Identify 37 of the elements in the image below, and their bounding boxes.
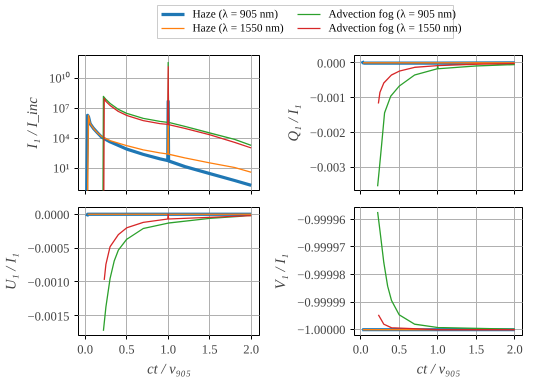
y-tick-label: 10⁷ xyxy=(52,101,70,116)
x-tick-label: 0.0 xyxy=(77,342,94,356)
y-tick-label: −0.99999 xyxy=(297,296,346,310)
y-tick-label: −0.0005 xyxy=(28,242,70,256)
y-tick-label: −0.001 xyxy=(310,91,346,106)
y-axis-title: Q₁ / I₁ xyxy=(286,104,302,142)
y-tick-label: −1.00000 xyxy=(297,323,346,338)
x-tick-label: 0.5 xyxy=(118,342,135,356)
x-tick-label: 2.0 xyxy=(506,342,523,356)
x-tick-label: 2.0 xyxy=(243,342,260,356)
x-axis-title: ct / v₉₀₅ xyxy=(147,362,191,378)
x-tick-label: 1.0 xyxy=(430,342,446,356)
y-tick-label: 10⁴ xyxy=(52,131,70,146)
legend-label: Advection fog (λ = 905 nm) xyxy=(328,8,456,20)
y-tick-label: −0.99996 xyxy=(297,212,346,227)
y-tick-label: 10¹⁰ xyxy=(49,71,70,86)
y-tick-label: −0.0015 xyxy=(28,309,70,324)
x-tick-label: 0.5 xyxy=(391,342,408,356)
x-tick-label: 1.5 xyxy=(468,342,484,356)
x-tick-label: 0.0 xyxy=(352,342,369,356)
y-tick-label: 0.000 xyxy=(317,56,346,70)
legend-label: Haze (λ = 905 nm) xyxy=(192,8,278,20)
legend-label: Advection fog (λ = 1550 nm) xyxy=(328,22,462,34)
y-tick-label: −0.99997 xyxy=(297,240,346,254)
y-tick-label: 10¹ xyxy=(53,161,70,176)
x-tick-label: 1.5 xyxy=(202,342,218,356)
y-tick-label: −0.99998 xyxy=(297,268,346,282)
x-axis-title: ct / v₉₀₅ xyxy=(416,362,460,378)
y-tick-label: 0.0000 xyxy=(34,208,70,222)
y-tick-label: −0.002 xyxy=(310,126,346,140)
y-axis-title: I₁ / I_inc xyxy=(25,96,42,150)
y-axis-title: V₁ / I₁ xyxy=(273,254,290,290)
y-tick-label: −0.003 xyxy=(310,160,346,175)
x-tick-label: 1.0 xyxy=(160,342,176,356)
y-axis-title: U₁ / I₁ xyxy=(4,252,20,290)
y-tick-label: −0.0010 xyxy=(28,275,70,290)
legend-label: Haze (λ = 1550 nm) xyxy=(192,22,284,34)
